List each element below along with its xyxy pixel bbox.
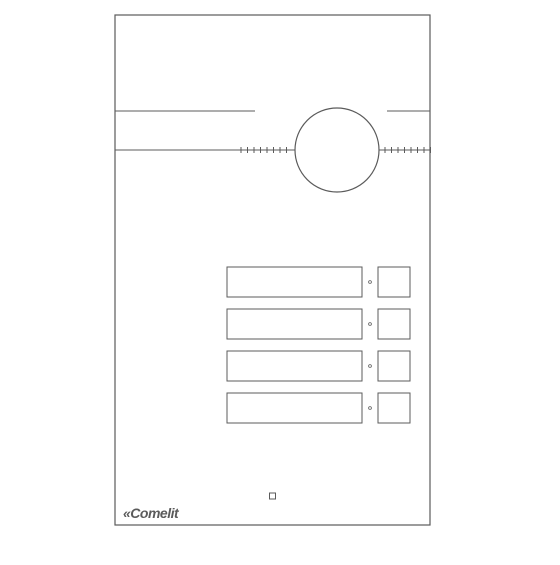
nameplate [227, 393, 362, 423]
diagram-canvas: «Comelit [0, 0, 560, 560]
brand-text: Comelit [130, 505, 178, 521]
nameplate [227, 267, 362, 297]
nameplate [227, 309, 362, 339]
call-button [378, 267, 410, 297]
intercom-panel-drawing [0, 0, 560, 560]
call-button [378, 351, 410, 381]
call-button [378, 309, 410, 339]
call-button [378, 393, 410, 423]
speaker-circle [295, 108, 379, 192]
brand-logo: «Comelit [123, 505, 178, 521]
nameplate [227, 351, 362, 381]
